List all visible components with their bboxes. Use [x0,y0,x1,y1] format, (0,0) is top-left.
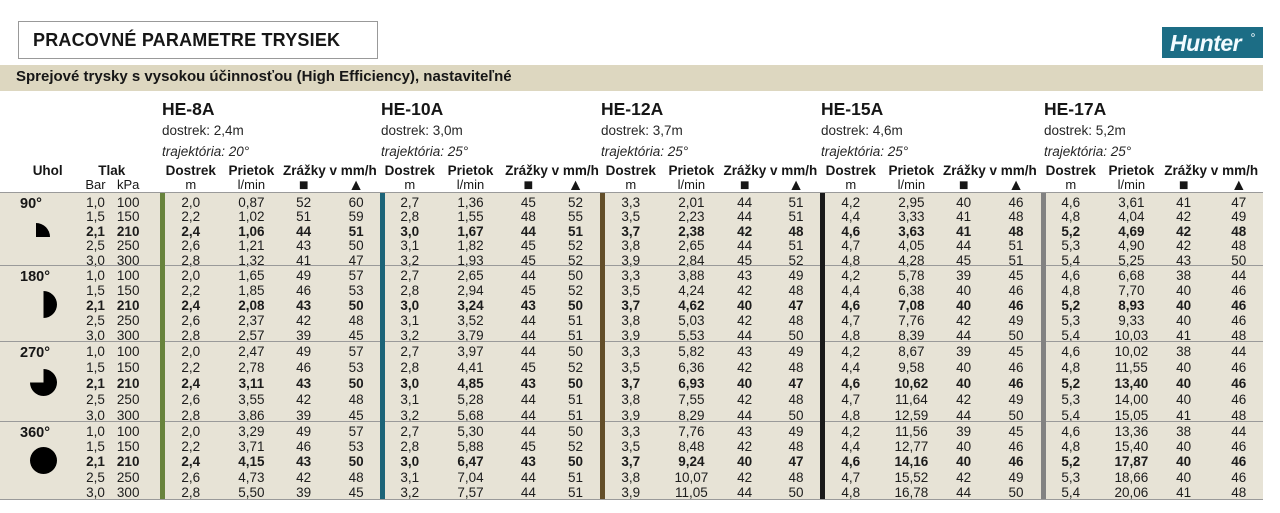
svg-text:Hunter: Hunter [1170,30,1243,56]
